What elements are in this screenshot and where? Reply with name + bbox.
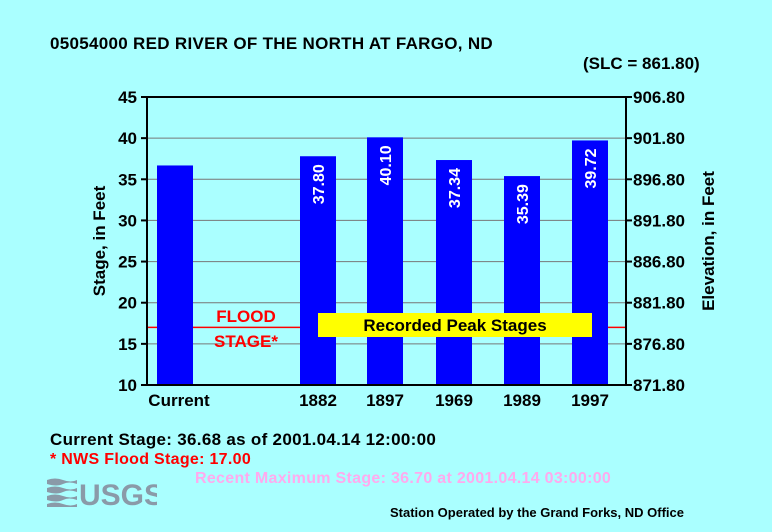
flood-stage-note: * NWS Flood Stage: 17.00 xyxy=(50,451,252,468)
peak-label-box xyxy=(318,313,592,337)
flood-label-line2: STAGE* xyxy=(214,332,278,351)
y-tick-label-right: 886.80 xyxy=(633,253,685,272)
y-axis-title-left: Stage, in Feet xyxy=(90,185,109,296)
y-tick-label-left: 15 xyxy=(118,335,137,354)
current-stage-text: Current Stage: 36.68 as of 2001.04.14 12… xyxy=(50,430,437,449)
bar-value-label: 37.80 xyxy=(311,164,328,204)
y-tick-label-right: 901.80 xyxy=(633,129,685,148)
y-tick-label-right: 891.80 xyxy=(633,211,685,230)
x-tick-label: 1989 xyxy=(503,391,541,410)
bar-1897 xyxy=(367,137,403,385)
station-operator-text: Station Operated by the Grand Forks, ND … xyxy=(390,505,684,520)
recent-max-text: Recent Maximum Stage: 36.70 at 2001.04.1… xyxy=(195,470,612,487)
y-tick-label-right: 871.80 xyxy=(633,376,685,395)
y-tick-label-left: 45 xyxy=(118,88,137,107)
slc-label: (SLC = 861.80) xyxy=(583,54,700,73)
bar-1989 xyxy=(504,176,540,385)
bar-1969 xyxy=(436,160,472,385)
usgs-logo-text: USGS xyxy=(79,479,157,507)
chart-title: 05054000 RED RIVER OF THE NORTH AT FARGO… xyxy=(50,34,494,53)
y-tick-label-left: 10 xyxy=(118,376,137,395)
bar-value-label: 35.39 xyxy=(515,184,532,224)
y-tick-label-left: 25 xyxy=(118,253,137,272)
usgs-logo: USGS xyxy=(47,478,157,507)
bar-value-label: 40.10 xyxy=(378,145,395,185)
labels: Recorded Peak Stages 37.80 40.10 37.34 35.39… xyxy=(214,145,600,351)
bar-1997 xyxy=(572,140,608,385)
y-tick-label-left: 20 xyxy=(118,294,137,313)
x-tick-label: 1897 xyxy=(366,391,404,410)
flood-label-line1: FLOOD xyxy=(216,307,276,326)
bar-value-label: 37.34 xyxy=(447,168,464,208)
y-tick-label-right: 906.80 xyxy=(633,88,685,107)
peak-label-text: Recorded Peak Stages xyxy=(363,316,546,335)
bars xyxy=(157,137,608,385)
x-tick-label: 1969 xyxy=(435,391,473,410)
bar-current xyxy=(157,165,193,385)
x-tick-label: 1882 xyxy=(299,391,337,410)
bar-value-label: 39.72 xyxy=(583,148,600,188)
y-tick-label-left: 40 xyxy=(118,129,137,148)
x-tick-label: 1997 xyxy=(571,391,609,410)
axes: 10 15 20 25 30 35 40 45 871.80 876.80 881.80 886.80… xyxy=(90,88,718,410)
bar-1882 xyxy=(300,156,336,385)
y-tick-label-right: 876.80 xyxy=(633,335,685,354)
plot-frame xyxy=(146,96,627,386)
y-axis-title-right: Elevation, in Feet xyxy=(699,171,718,311)
y-tick-label-left: 30 xyxy=(118,211,137,230)
y-tick-label-right: 881.80 xyxy=(633,294,685,313)
x-tick-label: Current xyxy=(148,391,210,410)
y-tick-label-left: 35 xyxy=(118,170,137,189)
y-tick-label-right: 896.80 xyxy=(633,170,685,189)
